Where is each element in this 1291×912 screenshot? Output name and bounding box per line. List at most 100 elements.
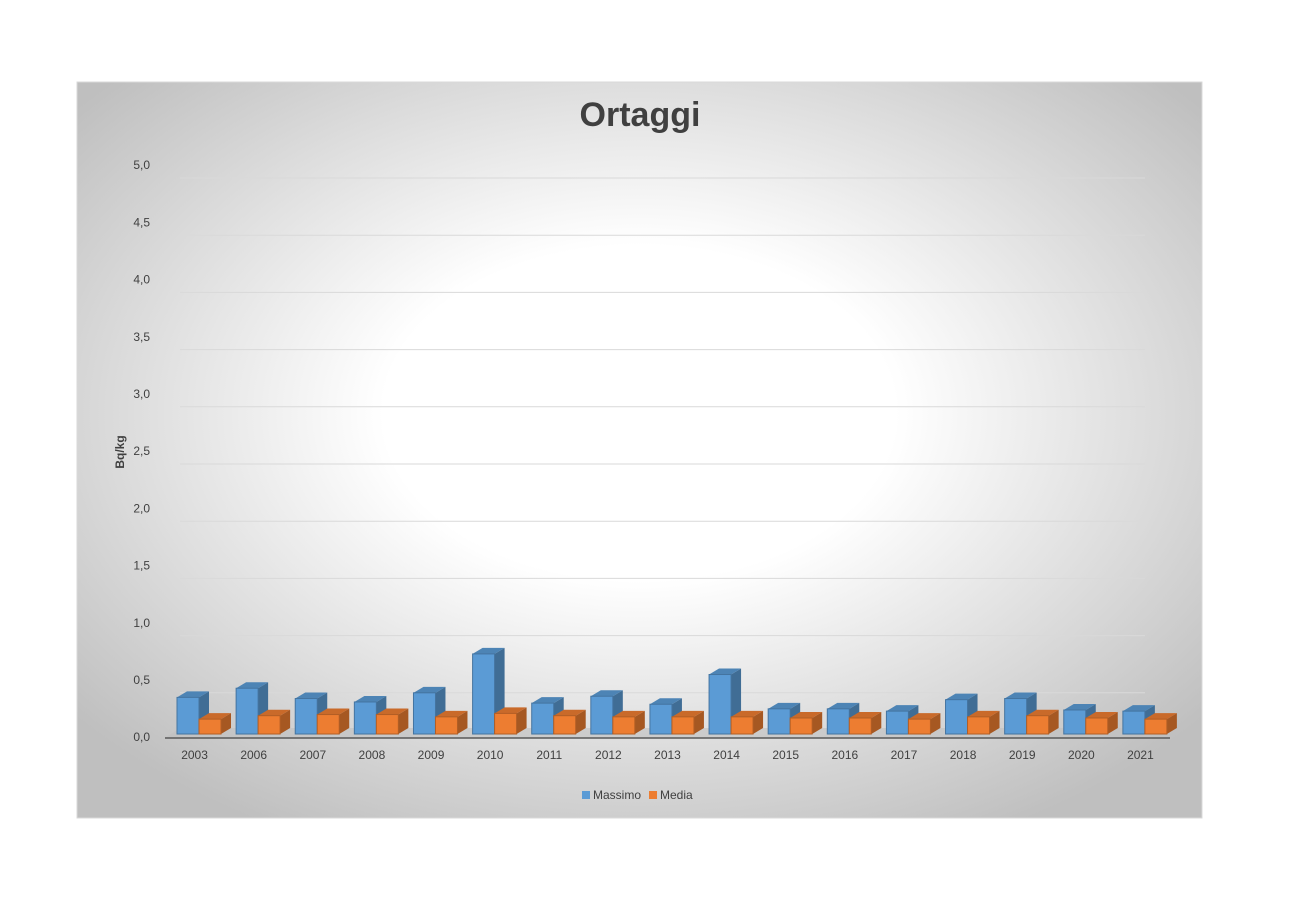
bar <box>967 716 991 735</box>
x-tick-label: 2015 <box>772 748 799 762</box>
bar-top <box>731 710 764 717</box>
bar <box>907 718 931 735</box>
bar-side <box>339 708 350 734</box>
y-tick-label: 2,5 <box>133 444 150 458</box>
y-tick-label: 0,5 <box>133 673 150 687</box>
bar-side <box>871 711 882 734</box>
bar-top <box>590 690 623 697</box>
legend-swatch <box>582 791 590 799</box>
bar <box>1085 717 1109 735</box>
x-tick-label: 2008 <box>359 748 386 762</box>
bar <box>826 708 850 735</box>
bar-top <box>945 693 978 700</box>
y-tick-label: 1,5 <box>133 559 150 573</box>
y-tick-label: 5,0 <box>133 158 150 172</box>
bar <box>1144 718 1168 735</box>
legend-label: Media <box>660 788 693 802</box>
bar-side <box>1107 711 1118 734</box>
bar <box>472 653 496 735</box>
bar-top <box>236 682 269 689</box>
bar-side <box>221 713 231 734</box>
bar-top <box>709 668 742 675</box>
bar-top <box>295 692 328 699</box>
y-axis-label: Bq/kg <box>113 435 127 468</box>
bar <box>412 692 436 735</box>
chart-title: Ortaggi <box>580 96 701 134</box>
bar-side <box>575 709 586 734</box>
bar-top <box>1004 692 1037 699</box>
bar <box>257 715 281 735</box>
bar <box>885 710 909 735</box>
bar <box>649 703 673 735</box>
bar <box>198 718 222 735</box>
x-tick-label: 2020 <box>1068 748 1095 762</box>
bar-top <box>649 698 682 705</box>
bar <box>730 716 754 735</box>
y-tick-label: 4,5 <box>133 215 150 229</box>
bar-top <box>967 710 1000 717</box>
bar-top <box>258 709 291 716</box>
bar <box>590 695 614 735</box>
bar <box>375 714 399 735</box>
bar-top <box>494 707 527 714</box>
bar <box>1004 698 1028 735</box>
bar-top <box>671 710 704 717</box>
bar <box>235 687 259 735</box>
bar-top <box>790 711 823 718</box>
y-tick-label: 2,0 <box>133 501 150 515</box>
bar-top <box>435 710 468 717</box>
bar-top <box>1063 703 1096 710</box>
y-tick-label: 1,0 <box>133 616 150 630</box>
bar-top <box>612 710 645 717</box>
bar <box>494 712 518 735</box>
bar <box>176 696 200 735</box>
bar-side <box>1166 713 1177 734</box>
bar-top <box>317 708 350 715</box>
bar <box>294 698 318 735</box>
bar-top <box>199 713 231 720</box>
bar-top <box>354 695 387 702</box>
legend-label: Massimo <box>593 788 641 802</box>
x-tick-label: 2016 <box>832 748 859 762</box>
x-tick-label: 2021 <box>1127 748 1154 762</box>
bar <box>353 701 377 735</box>
bar <box>789 717 813 735</box>
y-tick-label: 4,0 <box>133 273 150 287</box>
bar-side <box>1048 709 1059 734</box>
legend-swatch <box>649 791 658 799</box>
bar-top <box>1122 705 1155 712</box>
bar-top <box>908 713 941 720</box>
bar-side <box>989 710 1000 734</box>
bar-top <box>472 647 505 654</box>
bar-side <box>280 709 291 734</box>
x-tick-label: 2010 <box>477 748 504 762</box>
bar <box>767 708 791 735</box>
bar <box>612 716 636 735</box>
bar-side <box>398 708 409 734</box>
y-tick-label: 3,5 <box>133 330 150 344</box>
bar-top <box>413 686 446 693</box>
bar-top <box>553 709 586 716</box>
bar-side <box>693 710 704 734</box>
x-tick-label: 2013 <box>654 748 681 762</box>
bar-top <box>376 708 409 715</box>
bar-top <box>177 691 209 698</box>
x-tick-label: 2018 <box>950 748 977 762</box>
bar <box>945 699 969 735</box>
bar <box>1122 710 1146 735</box>
x-tick-label: 2011 <box>536 748 562 762</box>
bar <box>531 702 555 735</box>
bar <box>671 716 695 735</box>
bar-side <box>812 711 823 734</box>
x-tick-label: 2017 <box>891 748 918 762</box>
bar <box>316 714 340 735</box>
bar-top <box>1085 711 1118 718</box>
bar-top <box>1144 713 1177 720</box>
x-tick-label: 2012 <box>595 748 622 762</box>
bar-side <box>930 713 941 734</box>
bar <box>553 715 577 735</box>
x-tick-label: 2014 <box>713 748 740 762</box>
x-tick-label: 2003 <box>181 748 208 762</box>
